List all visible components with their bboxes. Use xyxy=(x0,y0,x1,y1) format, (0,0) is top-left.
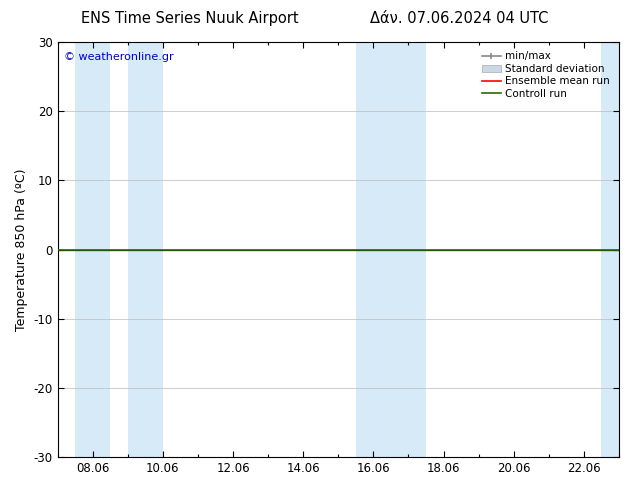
Y-axis label: Temperature 850 hPa (ºC): Temperature 850 hPa (ºC) xyxy=(15,169,28,331)
Bar xyxy=(356,42,391,457)
Bar xyxy=(128,42,163,457)
Bar xyxy=(602,42,619,457)
Text: © weatheronline.gr: © weatheronline.gr xyxy=(65,52,174,62)
Text: Δάν. 07.06.2024 04 UTC: Δάν. 07.06.2024 04 UTC xyxy=(370,11,549,26)
Bar xyxy=(391,42,426,457)
Text: ENS Time Series Nuuk Airport: ENS Time Series Nuuk Airport xyxy=(81,11,299,26)
Legend: min/max, Standard deviation, Ensemble mean run, Controll run: min/max, Standard deviation, Ensemble me… xyxy=(479,48,612,102)
Bar xyxy=(75,42,110,457)
